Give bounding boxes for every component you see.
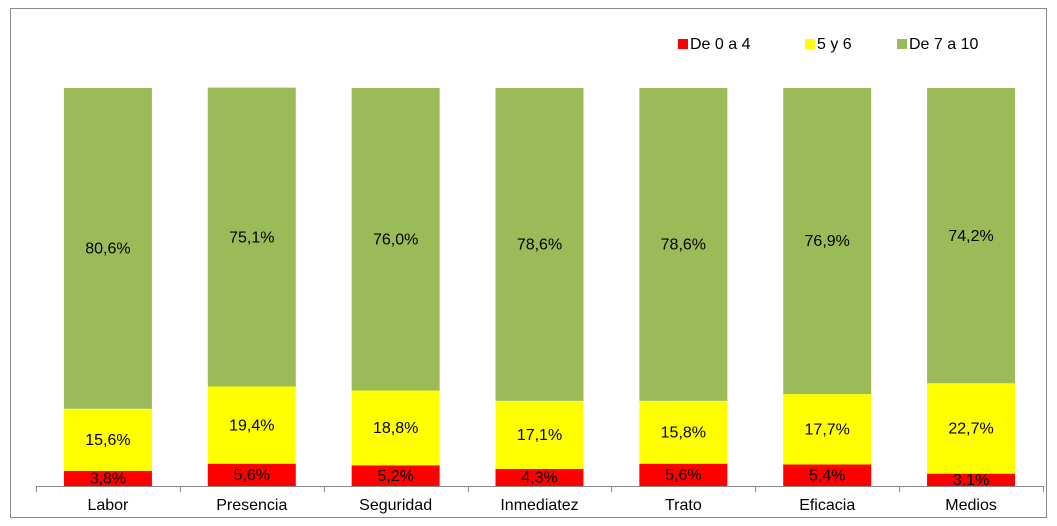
legend-label: 5 y 6 [817,36,852,53]
data-label: 75,1% [229,229,274,246]
legend-label: De 7 a 10 [909,36,978,53]
bar-segment [351,88,440,391]
legend-swatch [897,39,907,49]
legend-swatch [805,39,815,49]
bar-segment [207,463,296,486]
bar-segment [639,463,728,486]
x-tick-label: Medios [945,497,997,514]
bar-segment [927,88,1016,384]
data-label: 15,8% [661,424,706,441]
data-label: 78,6% [517,237,562,254]
x-tick-label: Eficacia [799,497,855,514]
data-label: 5,6% [234,467,270,484]
data-label: 78,6% [661,237,706,254]
data-label: 76,0% [373,231,418,248]
data-label: 80,6% [85,241,130,258]
bar-segment [351,390,440,466]
data-label: 3,8% [90,471,126,488]
x-tick-label: Presencia [216,497,287,514]
data-label: 22,7% [948,421,993,438]
bar-segment [63,470,152,486]
bar-segment [63,88,152,409]
data-label: 19,4% [229,417,274,434]
x-tick-label: Labor [87,497,129,514]
data-label: 3,1% [953,472,989,489]
bar-segment [495,468,584,486]
data-label: 4,3% [521,470,557,487]
legend-swatch [678,39,688,49]
data-label: 17,1% [517,427,562,444]
data-label: 5,6% [665,467,701,484]
bar-segment [927,473,1016,486]
bar-segment [927,383,1016,474]
bar-segment [207,87,296,387]
bar-segment [783,88,872,395]
bar-segment [207,386,296,464]
bar-segment [351,465,440,486]
bar-segment [783,464,872,486]
bar-segment [495,400,584,469]
data-label: 15,6% [85,432,130,449]
bar-segment [63,408,152,471]
data-label: 17,7% [805,422,850,439]
legend-label: De 0 a 4 [690,36,751,53]
x-tick-label: Inmediatez [500,497,578,514]
bar-segment [639,400,728,464]
x-tick-label: Trato [665,497,702,514]
bar-segment [639,88,728,401]
bar-segment [783,394,872,465]
bar-segment [495,88,584,401]
data-label: 74,2% [948,228,993,245]
data-label: 18,8% [373,420,418,437]
data-label: 5,4% [809,467,845,484]
data-label: 5,2% [377,468,413,485]
x-tick-label: Seguridad [359,497,432,514]
data-label: 76,9% [805,233,850,250]
